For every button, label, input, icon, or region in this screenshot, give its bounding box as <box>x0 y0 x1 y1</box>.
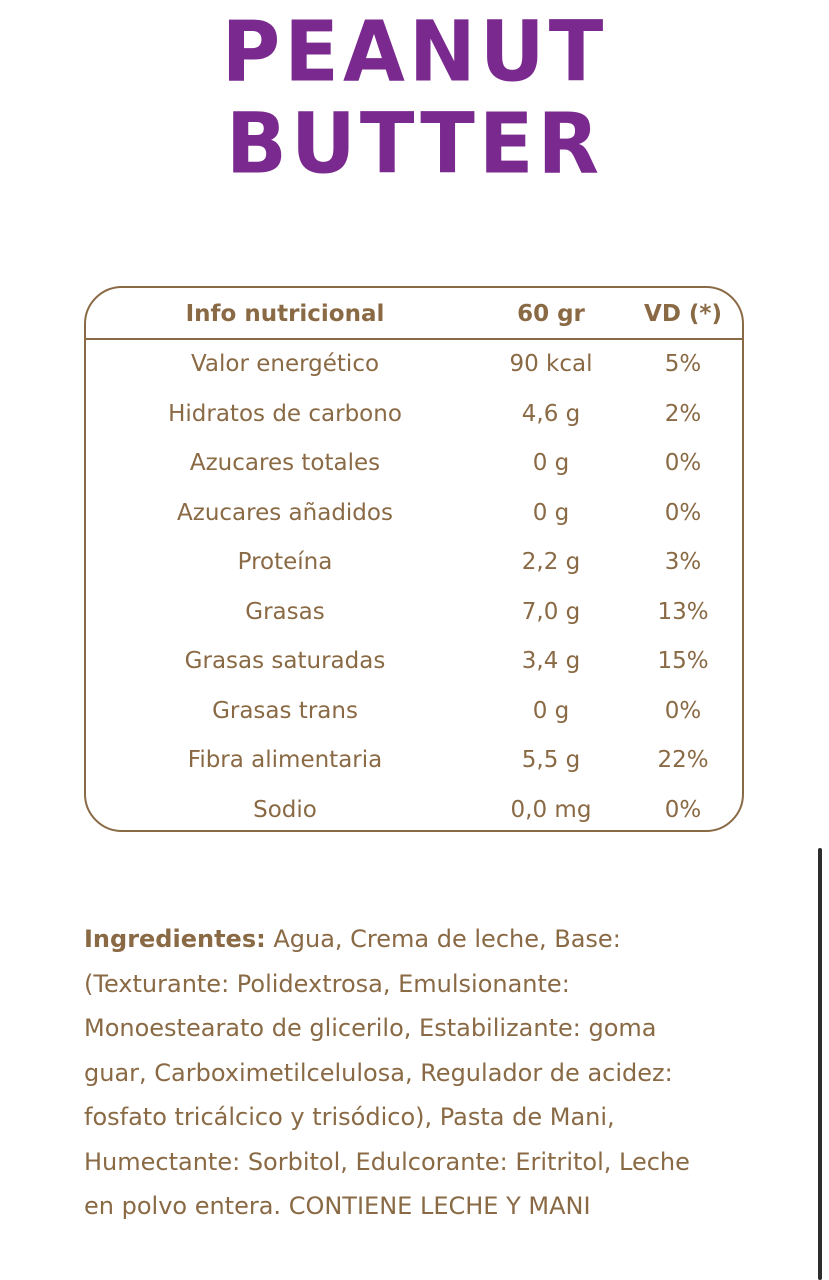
nutrient-name: Azucares añadidos <box>177 499 393 526</box>
table-row: Azucares totales 0 g 0% <box>86 443 742 483</box>
product-title: PEANUT BUTTER <box>0 2 829 193</box>
nutrient-amount: 5,5 g <box>521 747 581 773</box>
nutrient-name: Grasas saturadas <box>184 648 386 674</box>
nutrient-name: Grasas trans <box>212 697 358 724</box>
ingredients-line: Monoestearato de glicerilo, Estabilizant… <box>84 1014 657 1042</box>
nutrient-name: Proteína <box>237 549 333 575</box>
nutrient-dv: 3% <box>664 549 702 575</box>
table-row: Grasas trans 0 g 0% <box>86 691 742 731</box>
nutrient-amount: 90 kcal <box>509 351 593 377</box>
scrollbar[interactable] <box>818 848 822 1280</box>
table-row: Fibra alimentaria 5,5 g 22% <box>86 740 742 780</box>
title-line-2: BUTTER <box>225 94 604 193</box>
nutrient-dv: 2% <box>664 400 702 427</box>
nutrient-amount: 7,0 g <box>521 598 581 625</box>
nutrient-amount: 0 g <box>532 450 570 476</box>
ingredients-line: fosfato tricálcico y trisódico), Pasta d… <box>84 1103 615 1131</box>
table-row: Valor energético 90 kcal 5% <box>86 344 742 384</box>
nutrient-amount: 0 g <box>532 697 570 724</box>
ingredients-line: Humectante: Sorbitol, Edulcorante: Eritr… <box>84 1147 690 1176</box>
table-header-row: Info nutricional 60 gr VD (*) <box>86 294 742 334</box>
header-serving: 60 gr <box>517 301 585 327</box>
nutrient-dv: 0% <box>664 697 702 724</box>
nutrient-name: Valor energético <box>190 351 380 377</box>
nutrient-name: Hidratos de carbono <box>168 400 402 427</box>
nutrient-name: Azucares totales <box>189 450 381 476</box>
table-row: Proteína 2,2 g 3% <box>86 542 742 582</box>
table-row: Grasas saturadas 3,4 g 15% <box>86 641 742 681</box>
ingredients-line: guar, Carboximetilcelulosa, Regulador de… <box>84 1058 673 1087</box>
nutrient-dv: 5% <box>664 351 702 377</box>
nutrient-amount: 4,6 g <box>521 400 581 427</box>
nutrient-dv: 22% <box>657 747 709 773</box>
header-daily-value: VD (*) <box>644 301 722 327</box>
ingredients-paragraph: Ingredientes: Agua, Crema de leche, Base… <box>84 917 764 1229</box>
nutrient-dv: 13% <box>657 598 709 625</box>
title-line-1: PEANUT <box>221 2 608 101</box>
nutrient-dv: 0% <box>664 450 702 476</box>
table-row: Grasas 7,0 g 13% <box>86 592 742 632</box>
nutrient-amount: 2,2 g <box>521 549 581 575</box>
nutrient-name: Fibra alimentaria <box>187 747 383 773</box>
table-row: Sodio 0,0 mg 0% <box>86 790 742 830</box>
table-row: Hidratos de carbono 4,6 g 2% <box>86 394 742 434</box>
nutrient-amount: 0,0 mg <box>510 796 592 823</box>
ingredients-line: Ingredientes: Agua, Crema de leche, Base… <box>84 917 764 962</box>
nutrient-dv: 15% <box>657 648 709 674</box>
nutrient-dv: 0% <box>664 499 702 526</box>
nutrient-name: Sodio <box>253 796 317 823</box>
ingredients-line: en polvo entera. CONTIENE LECHE Y MANI <box>84 1192 591 1220</box>
header-divider <box>86 338 742 340</box>
nutrient-amount: 3,4 g <box>521 648 581 674</box>
ingredients-label: Ingredientes: <box>84 925 266 953</box>
header-nutrition-info: Info nutricional <box>185 301 385 327</box>
ingredients-line: (Texturante: Polidextrosa, Emulsionante: <box>84 969 570 998</box>
table-row: Azucares añadidos 0 g 0% <box>86 493 742 533</box>
ingredients-text: Agua, Crema de leche, Base: <box>265 925 621 953</box>
nutrient-amount: 0 g <box>532 499 570 526</box>
nutrient-dv: 0% <box>664 796 702 823</box>
nutrient-name: Grasas <box>245 598 325 625</box>
nutrition-table: Info nutricional 60 gr VD (*) Valor ener… <box>84 286 744 832</box>
